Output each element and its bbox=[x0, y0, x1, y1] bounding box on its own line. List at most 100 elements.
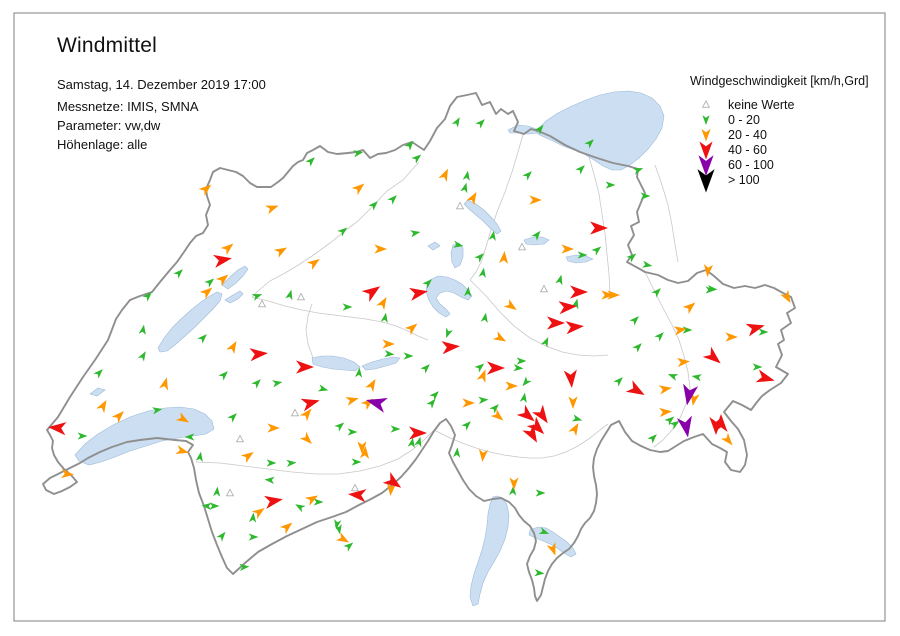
wind-arrow-marker bbox=[213, 486, 221, 497]
wind-arrow-marker bbox=[306, 258, 320, 270]
wind-arrow-marker bbox=[195, 451, 203, 462]
wind-arrow-marker bbox=[337, 227, 348, 237]
wind-arrow-marker bbox=[462, 398, 475, 408]
wind-arrow-marker bbox=[204, 278, 215, 288]
legend-arrow-icon bbox=[699, 141, 713, 160]
wind-arrow-marker bbox=[658, 385, 672, 395]
wind-arrow-marker bbox=[267, 423, 280, 433]
wind-arrow-marker bbox=[488, 230, 496, 241]
wind-arrow-marker bbox=[368, 201, 378, 211]
wind-arrow-marker bbox=[462, 170, 470, 181]
lake bbox=[74, 406, 215, 466]
region-boundaries bbox=[195, 130, 691, 475]
wind-arrow-marker bbox=[212, 254, 232, 268]
legend-items: keine Werte 0 - 20 20 - 40 40 - 60 60 - 100 >… bbox=[690, 97, 890, 193]
wind-arrow-marker bbox=[516, 404, 535, 422]
wind-arrow-marker bbox=[386, 483, 397, 496]
region-boundary-line bbox=[644, 271, 691, 448]
wind-arrow-marker bbox=[531, 230, 541, 241]
wind-arrow-marker bbox=[532, 404, 548, 424]
wind-arrow-marker bbox=[175, 445, 189, 455]
wind-arrow-marker bbox=[682, 326, 693, 334]
wind-arrow-marker bbox=[111, 411, 124, 424]
wind-arrow-marker bbox=[489, 404, 499, 414]
legend-item-label: > 100 bbox=[728, 172, 760, 187]
no-data-marker bbox=[350, 483, 360, 492]
wind-arrow-marker bbox=[361, 286, 381, 302]
wind-arrow-marker bbox=[516, 357, 527, 365]
lake bbox=[535, 90, 665, 171]
wind-arrow-marker bbox=[677, 357, 690, 368]
wind-arrow-marker bbox=[61, 468, 74, 479]
legend-arrow-icon bbox=[701, 128, 711, 142]
wind-arrow-marker bbox=[745, 323, 765, 337]
outer-frame bbox=[13, 12, 886, 622]
wind-arrow-marker bbox=[365, 378, 376, 393]
wind-arrow-marker bbox=[382, 339, 395, 349]
lake bbox=[361, 356, 401, 371]
wind-arrow-marker bbox=[522, 171, 532, 181]
wind-arrow-marker bbox=[538, 527, 550, 534]
legend-item-label: keine Werte bbox=[728, 97, 795, 112]
wind-arrow-marker bbox=[466, 191, 477, 206]
wind-arrow-marker bbox=[300, 398, 320, 412]
timestamp: Samstag, 14. Dezember 2019 17:00 bbox=[57, 77, 266, 92]
wind-arrow-marker bbox=[251, 507, 265, 519]
wind-arrow-marker bbox=[365, 398, 388, 413]
legend-item-label: 0 - 20 bbox=[728, 112, 760, 127]
no-data-marker bbox=[225, 488, 235, 497]
wind-arrow-marker bbox=[629, 316, 639, 326]
wind-arrow-marker bbox=[577, 251, 588, 259]
wind-arrow-marker bbox=[438, 168, 448, 183]
wind-arrow-marker bbox=[453, 447, 461, 458]
legend-item-label: 20 - 40 bbox=[728, 127, 767, 142]
wind-arrow-marker bbox=[227, 413, 237, 423]
legend-item: 0 - 20 bbox=[690, 112, 890, 127]
wind-arrow-marker bbox=[590, 221, 608, 235]
legend-arrow-icon bbox=[697, 169, 715, 193]
wind-arrow-marker bbox=[199, 287, 213, 300]
wind-arrow-marker bbox=[374, 244, 387, 254]
wind-arrow-marker bbox=[714, 414, 728, 432]
wind-arrow-marker bbox=[422, 279, 432, 289]
wind-arrow-marker bbox=[407, 437, 415, 448]
wind-arrow-marker bbox=[575, 165, 585, 175]
legend-item: 60 - 100 bbox=[690, 155, 890, 176]
legend-item-label: 40 - 60 bbox=[728, 142, 767, 157]
wind-arrow-marker bbox=[503, 299, 517, 311]
wind-arrow-marker bbox=[197, 334, 207, 344]
wind-arrow-marker bbox=[522, 423, 537, 443]
wind-arrow-marker bbox=[720, 432, 733, 446]
wind-arrow-marker bbox=[605, 181, 616, 189]
wind-arrow-marker bbox=[279, 522, 293, 535]
wind-arrow-marker bbox=[173, 269, 183, 279]
wind-arrow-marker bbox=[565, 321, 584, 335]
no-data-marker bbox=[539, 284, 549, 293]
wind-arrow-marker bbox=[240, 451, 254, 463]
wind-arrow-marker bbox=[384, 350, 395, 358]
wind-arrow-marker bbox=[584, 139, 594, 149]
wind-arrow-marker bbox=[220, 243, 234, 256]
wind-arrow-marker bbox=[347, 428, 358, 436]
wind-arrow-marker bbox=[673, 326, 687, 336]
wind-arrow-marker bbox=[348, 489, 367, 503]
wind-arrow-marker bbox=[647, 434, 657, 444]
wind-arrow-marker bbox=[376, 296, 387, 311]
wind-arrow-marker bbox=[691, 374, 702, 382]
lake bbox=[427, 241, 441, 251]
wind-arrow-marker bbox=[451, 117, 460, 128]
wind-arrow-marker bbox=[632, 343, 642, 353]
lake bbox=[565, 254, 594, 264]
wind-arrow-marker bbox=[476, 369, 486, 383]
no-data-marker bbox=[235, 434, 245, 443]
wind-arrow-marker bbox=[355, 367, 363, 378]
wind-arrow-marker bbox=[251, 294, 263, 301]
wind-arrow-marker bbox=[404, 140, 414, 151]
wind-arrow-marker bbox=[568, 422, 579, 437]
wind-arrow-marker bbox=[659, 407, 672, 418]
wind-arrow-marker bbox=[353, 150, 364, 158]
wind-arrow-marker bbox=[535, 489, 546, 497]
no-data-marker bbox=[455, 201, 465, 210]
wind-arrow-marker bbox=[239, 563, 250, 571]
wind-arrow-marker bbox=[683, 383, 699, 406]
